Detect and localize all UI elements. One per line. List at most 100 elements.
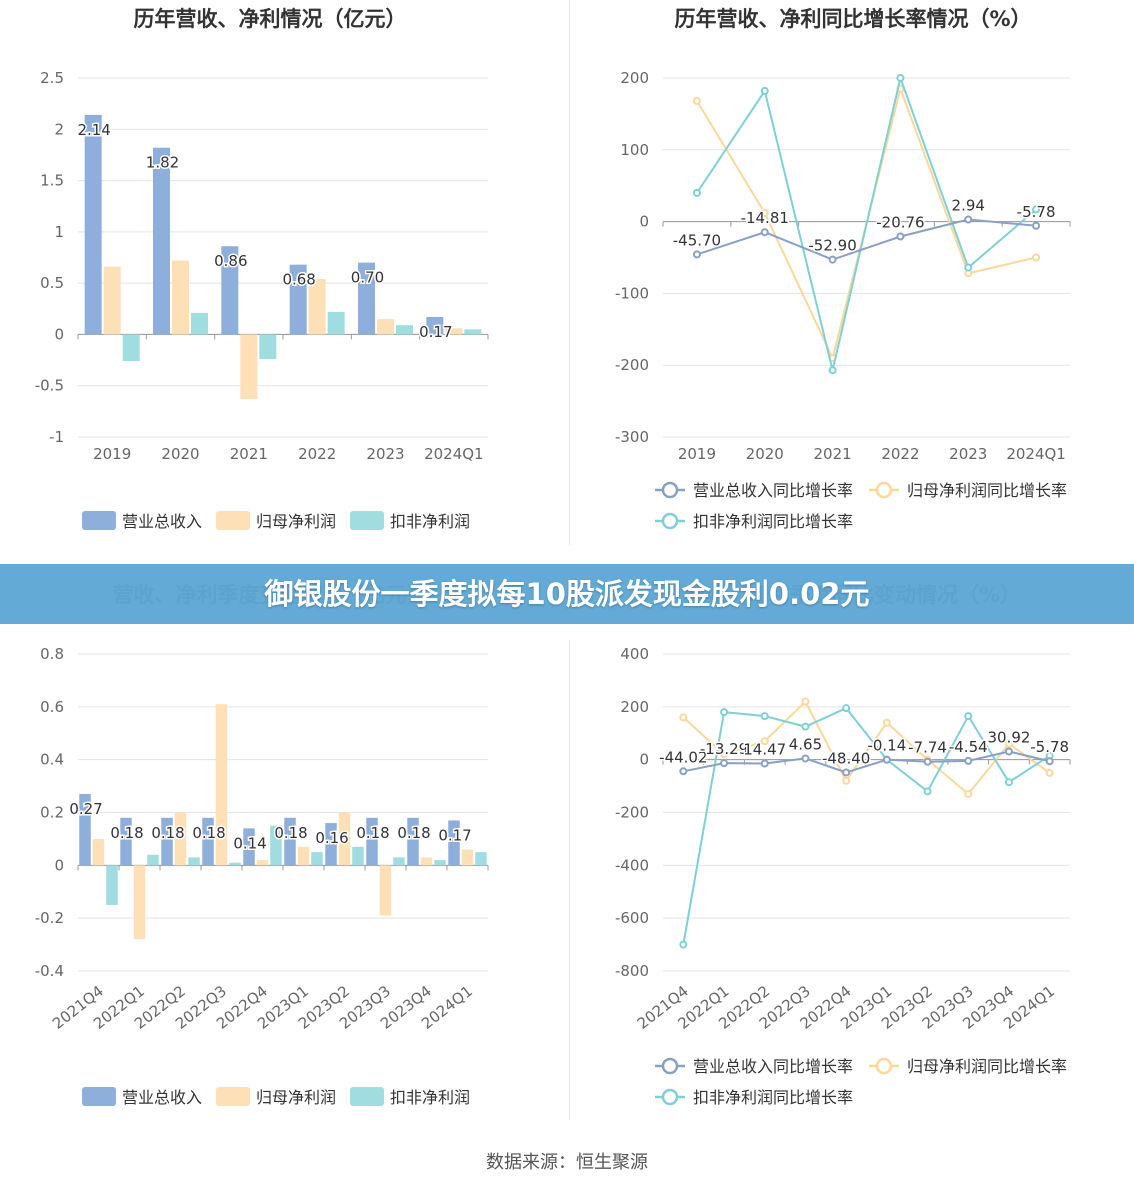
series-point [828,255,837,264]
annual-line-panel: 历年营收、净利同比增长率情况（%） 200 100 0 -100 -200 -300 2019… [567,0,1134,594]
y-tick-label: 2 [54,120,64,138]
data-label: 0.70 [351,269,384,287]
series-point [760,712,769,721]
x-tick-label: 2024Q1 [1006,445,1066,463]
bar-revenue [161,817,173,866]
chart-title: 历年营收、净利同比增长率情况（%） [674,7,1031,31]
series-point [964,215,973,224]
legend-label: 扣非净利润 [390,512,470,531]
y-tick-label: 0 [54,325,64,343]
data-label: 14.47 [743,740,786,758]
bar-revenue [407,817,419,866]
y-tick-label: -100 [615,284,649,302]
bar-net-profit [92,838,105,866]
data-label: -0.14 [867,737,906,755]
series-point [964,756,973,765]
data-label: 30.92 [987,728,1030,746]
x-tick-label: 2023 [366,445,404,463]
quarter-bar-chart: 营收、净利季度变动情况（亿元）0.80.60.40.20-0.2-0.42021… [35,583,489,1107]
bar-revenue [448,820,460,866]
series-line-revenue [696,218,1037,261]
data-label: 0.18 [356,824,389,842]
bar-revenue [366,817,378,866]
bar-deducted [475,852,487,866]
data-label: -45.70 [673,231,721,249]
y-tick-label: 400 [620,645,649,663]
data-label: 0.18 [274,824,307,842]
legend-label: 营业总收入 [122,1088,202,1107]
series-point [679,940,688,949]
series-point [679,713,688,722]
series-line-net-profit [682,699,1051,796]
bar-revenue [289,264,307,335]
bar-revenue [325,823,337,866]
series-point [923,787,932,796]
legend-swatch [82,1087,116,1106]
data-label: 2.94 [952,196,985,214]
series-point [692,250,701,259]
y-tick-label: -800 [615,962,649,980]
legend-marker [875,481,893,499]
legend-swatch [350,511,384,530]
series-point [1032,221,1041,230]
series-point [1032,253,1041,262]
data-label: 0.18 [110,824,143,842]
data-label: 0.17 [438,826,471,844]
legend-label: 扣非净利润同比增长率 [693,1088,853,1107]
bar-net-profit [256,860,269,866]
y-tick-label: 0.2 [40,804,64,822]
bar-revenue [153,147,170,335]
bar-deducted [188,857,200,866]
legend-marker [661,481,679,499]
divider-bottom [569,640,570,1120]
legend-swatch [216,1087,250,1106]
data-source: 数据来源：恒生聚源 [486,1152,648,1173]
data-label: -4.54 [949,738,988,756]
series-point [801,754,810,763]
bar-net-profit [379,865,392,916]
data-label: -13.29 [700,740,748,758]
bar-deducted [352,846,364,866]
bar-deducted [122,334,140,362]
series-point [964,712,973,721]
annual-line-chart: 历年营收、净利同比增长率情况（%） 200 100 0 -100 -200 -300 2019… [615,7,1071,531]
bar-deducted [327,311,345,335]
x-tick-label: 2019 [93,445,131,463]
series-point [692,188,701,197]
y-tick-label: -600 [615,909,649,927]
series-point [1045,768,1054,777]
bar-revenue [426,316,444,335]
series-point [760,208,769,217]
y-tick-label: -0.2 [35,909,64,927]
legend-swatch [350,1087,384,1106]
bar-deducted [106,865,118,905]
bar-net-profit [377,319,394,335]
bar-net-profit [174,812,187,866]
data-label: -5.78 [1030,738,1069,756]
bar-net-profit [445,328,463,335]
quarter-line-panel: 营收、净利季度同比变动情况（%）4002000-200-400-600-8002… [567,576,1134,1170]
legend-swatch [216,511,250,530]
annual-bar-chart: 历年营收、净利情况（亿元） 2.5 2 1.5 1 0.5 0 -0.5 -1 2019 2020 2… [35,7,489,531]
bar-revenue [358,262,375,335]
data-label: 1.82 [146,154,179,172]
legend-label: 扣非净利润 [390,1088,470,1107]
bar-net-profit [297,846,310,866]
x-tick-label: 2020 [746,445,784,463]
x-tick-label: 2020 [161,445,199,463]
data-label: -48.40 [822,749,870,767]
series-point [1004,778,1013,787]
bar-deducted [270,825,282,866]
bar-net-profit [420,857,433,866]
y-tick-label: 100 [620,141,649,159]
y-tick-label: 0 [639,213,649,231]
bar-deducted [147,854,159,866]
legend-label: 营业总收入同比增长率 [693,1057,853,1076]
bar-net-profit [215,704,228,866]
y-tick-label: 0.8 [40,645,64,663]
series-point [842,704,851,713]
data-label: 4.65 [789,735,822,753]
bar-deducted [311,852,323,866]
series-point [1032,205,1041,214]
headline-banner [0,564,1134,624]
